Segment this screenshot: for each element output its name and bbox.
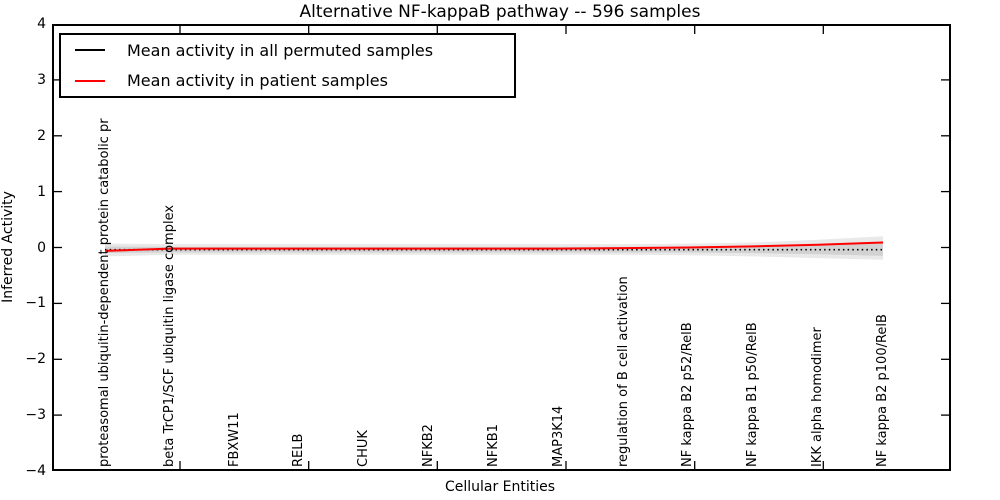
x-category-label: NF kappa B1 p50/RelB bbox=[745, 322, 761, 467]
y-tick-label: −3 bbox=[25, 407, 46, 424]
y-tick-label: 3 bbox=[37, 71, 46, 88]
x-category-label: CHUK bbox=[356, 430, 372, 467]
y-tick-label: −4 bbox=[25, 463, 46, 479]
x-category-label: beta TrCP1/SCF ubiquitin ligase complex bbox=[161, 204, 177, 467]
plot-frame bbox=[52, 24, 951, 471]
chart-title: Alternative NF-kappaB pathway -- 596 sam… bbox=[299, 2, 701, 22]
x-category-label: IKK alpha homodimer bbox=[810, 327, 826, 467]
series-line-patient bbox=[104, 241, 884, 252]
y-tick-label: 2 bbox=[37, 127, 46, 144]
legend-line-black bbox=[75, 49, 105, 52]
legend-item-permuted: Mean activity in all permuted samples bbox=[75, 36, 514, 64]
x-category-label: NFKB1 bbox=[485, 424, 501, 467]
legend-line-red bbox=[75, 79, 105, 82]
legend-label-patient: Mean activity in patient samples bbox=[127, 71, 388, 91]
x-category-label: regulation of B cell activation bbox=[615, 276, 631, 467]
legend-item-patient: Mean activity in patient samples bbox=[75, 67, 514, 95]
tick-marks bbox=[54, 26, 949, 469]
x-category-label: MAP3K14 bbox=[550, 405, 566, 467]
x-category-label: NFKB2 bbox=[421, 424, 437, 467]
x-category-label: RELB bbox=[291, 433, 307, 467]
plot-canvas bbox=[52, 24, 951, 471]
legend: Mean activity in all permuted samples Me… bbox=[59, 33, 516, 98]
x-category-label: NF kappa B2 p52/RelB bbox=[680, 322, 696, 467]
plot-area: proteasomal ubiquitin-dependent protein … bbox=[52, 24, 951, 471]
x-axis-label: Cellular Entities bbox=[444, 479, 556, 495]
x-category-label: proteasomal ubiquitin-dependent protein … bbox=[97, 118, 112, 467]
x-category-label: NF kappa B2 p100/RelB bbox=[874, 314, 890, 467]
x-category-label: FBXW11 bbox=[226, 412, 242, 467]
y-tick-label: −2 bbox=[25, 351, 46, 368]
y-axis-label: Inferred Activity bbox=[0, 191, 16, 303]
legend-label-permuted: Mean activity in all permuted samples bbox=[127, 40, 434, 60]
